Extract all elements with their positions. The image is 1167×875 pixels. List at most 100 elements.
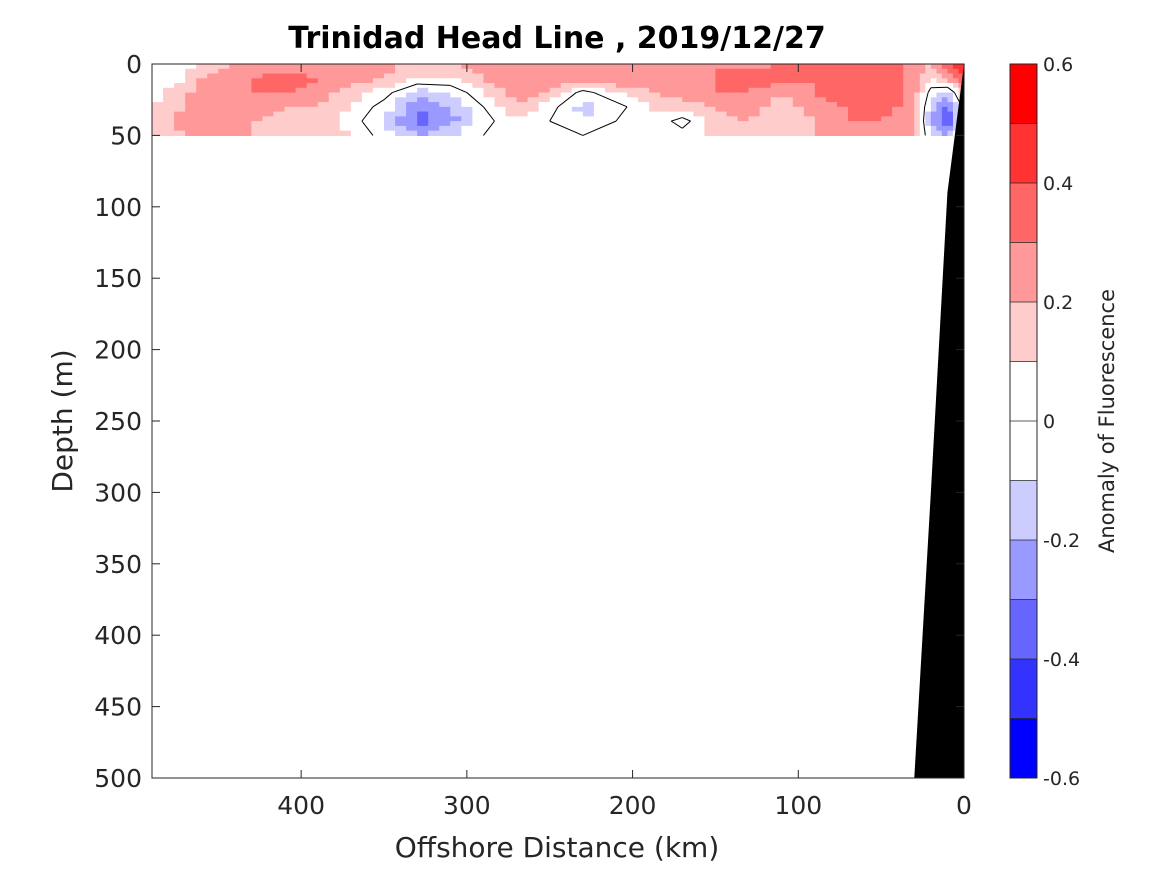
anomaly-cell [472, 130, 485, 136]
anomaly-cell [859, 78, 871, 84]
anomaly-cell [295, 106, 308, 113]
contour-segment [615, 101, 628, 108]
anomaly-cell [328, 87, 341, 94]
anomaly-cell [229, 97, 241, 103]
anomaly-cell [174, 87, 186, 94]
anomaly-cell [262, 121, 275, 127]
contour-segment [549, 106, 559, 122]
anomaly-cell [803, 92, 816, 98]
anomaly-cell [152, 68, 164, 75]
anomaly-cell [914, 83, 921, 89]
anomaly-cell [903, 130, 915, 136]
anomaly-cell [952, 116, 960, 122]
anomaly-cell [726, 64, 739, 70]
anomaly-cell [472, 64, 485, 70]
anomaly-cell [759, 87, 772, 94]
anomaly-cell [582, 78, 595, 84]
anomaly-cell [604, 73, 617, 79]
anomaly-cell [240, 102, 253, 108]
anomaly-cell [919, 68, 926, 75]
anomaly-cell [781, 68, 794, 75]
anomaly-cell [848, 125, 860, 132]
anomaly-cell [593, 121, 606, 127]
anomaly-cell [406, 125, 418, 132]
anomaly-cell [207, 64, 219, 70]
anomaly-cell [803, 97, 816, 103]
anomaly-cell [781, 106, 794, 113]
anomaly-cell [748, 111, 761, 117]
anomaly-cell [262, 106, 275, 113]
anomaly-cell [406, 106, 418, 113]
anomaly-cell [339, 111, 352, 117]
anomaly-cell [848, 78, 860, 84]
anomaly-cell [759, 73, 772, 79]
contour-segment [557, 92, 577, 108]
anomaly-cell [859, 83, 871, 89]
anomaly-cell [417, 87, 429, 94]
anomaly-cell [660, 116, 672, 122]
anomaly-cell [936, 68, 943, 75]
anomaly-cell [317, 116, 330, 122]
anomaly-cell [627, 73, 639, 79]
anomaly-cell [538, 130, 551, 136]
anomaly-cell [836, 68, 849, 75]
anomaly-cell [317, 68, 330, 75]
anomaly-cell [748, 102, 761, 108]
anomaly-cell [328, 78, 341, 84]
anomaly-cell [549, 83, 562, 89]
anomaly-cell [870, 87, 882, 94]
anomaly-cell [328, 83, 341, 89]
anomaly-cell [936, 111, 943, 117]
anomaly-cell [638, 111, 650, 117]
anomaly-cell [726, 130, 739, 136]
anomaly-cell [715, 121, 728, 127]
anomaly-cell [693, 116, 705, 122]
colorbar-tick-label: -0.6 [1043, 768, 1080, 790]
anomaly-cell [759, 125, 772, 132]
anomaly-cell [560, 121, 573, 127]
anomaly-cell [549, 111, 562, 117]
anomaly-cell [925, 111, 932, 117]
anomaly-cell [649, 83, 661, 89]
contour-segment [615, 106, 628, 122]
anomaly-cell [251, 97, 264, 103]
anomaly-cell [196, 106, 208, 113]
anomaly-cell [306, 106, 319, 113]
colorbar-tick-label: 0.2 [1043, 292, 1073, 314]
anomaly-cell [748, 106, 761, 113]
anomaly-cell [549, 116, 562, 122]
anomaly-cell [361, 102, 374, 108]
anomaly-cell [339, 92, 352, 98]
anomaly-cell [925, 83, 932, 89]
anomaly-cell [494, 102, 507, 108]
anomaly-cell [538, 125, 551, 132]
anomaly-cell [941, 102, 949, 108]
anomaly-cell [350, 130, 363, 136]
anomaly-cell [262, 83, 275, 89]
anomaly-cell [163, 111, 175, 117]
anomaly-cell [616, 97, 628, 103]
anomaly-cell [649, 73, 661, 79]
anomaly-cell [952, 111, 960, 117]
anomaly-cell [814, 121, 827, 127]
anomaly-cell [704, 92, 717, 98]
anomaly-cell [936, 97, 943, 103]
y-tick-label: 300 [94, 478, 142, 507]
anomaly-cell [207, 102, 219, 108]
anomaly-cell [163, 78, 175, 84]
anomaly-cell [770, 130, 783, 136]
anomaly-cell [527, 97, 540, 103]
anomaly-cell [229, 102, 241, 108]
anomaly-cell [174, 78, 186, 84]
anomaly-cell [737, 64, 750, 70]
anomaly-cell [693, 121, 705, 127]
anomaly-cell [284, 73, 297, 79]
anomaly-cell [903, 106, 915, 113]
contour-segment [483, 120, 495, 136]
anomaly-cell [582, 106, 595, 113]
anomaly-cell [903, 116, 915, 122]
anomaly-cell [428, 97, 440, 103]
anomaly-cell [814, 130, 827, 136]
anomaly-cell [737, 92, 750, 98]
anomaly-cell [361, 92, 374, 98]
